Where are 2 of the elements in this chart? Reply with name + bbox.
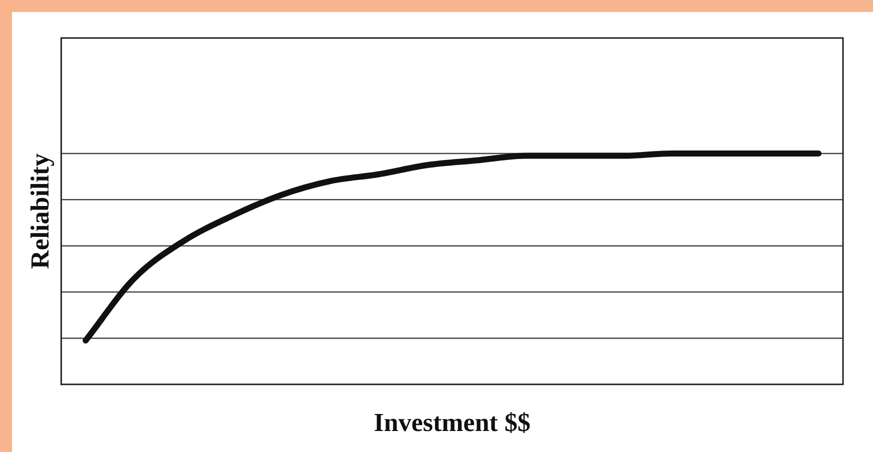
x-axis-title: Investment $$ xyxy=(374,408,530,438)
y-axis-title: Reliability xyxy=(25,153,54,269)
